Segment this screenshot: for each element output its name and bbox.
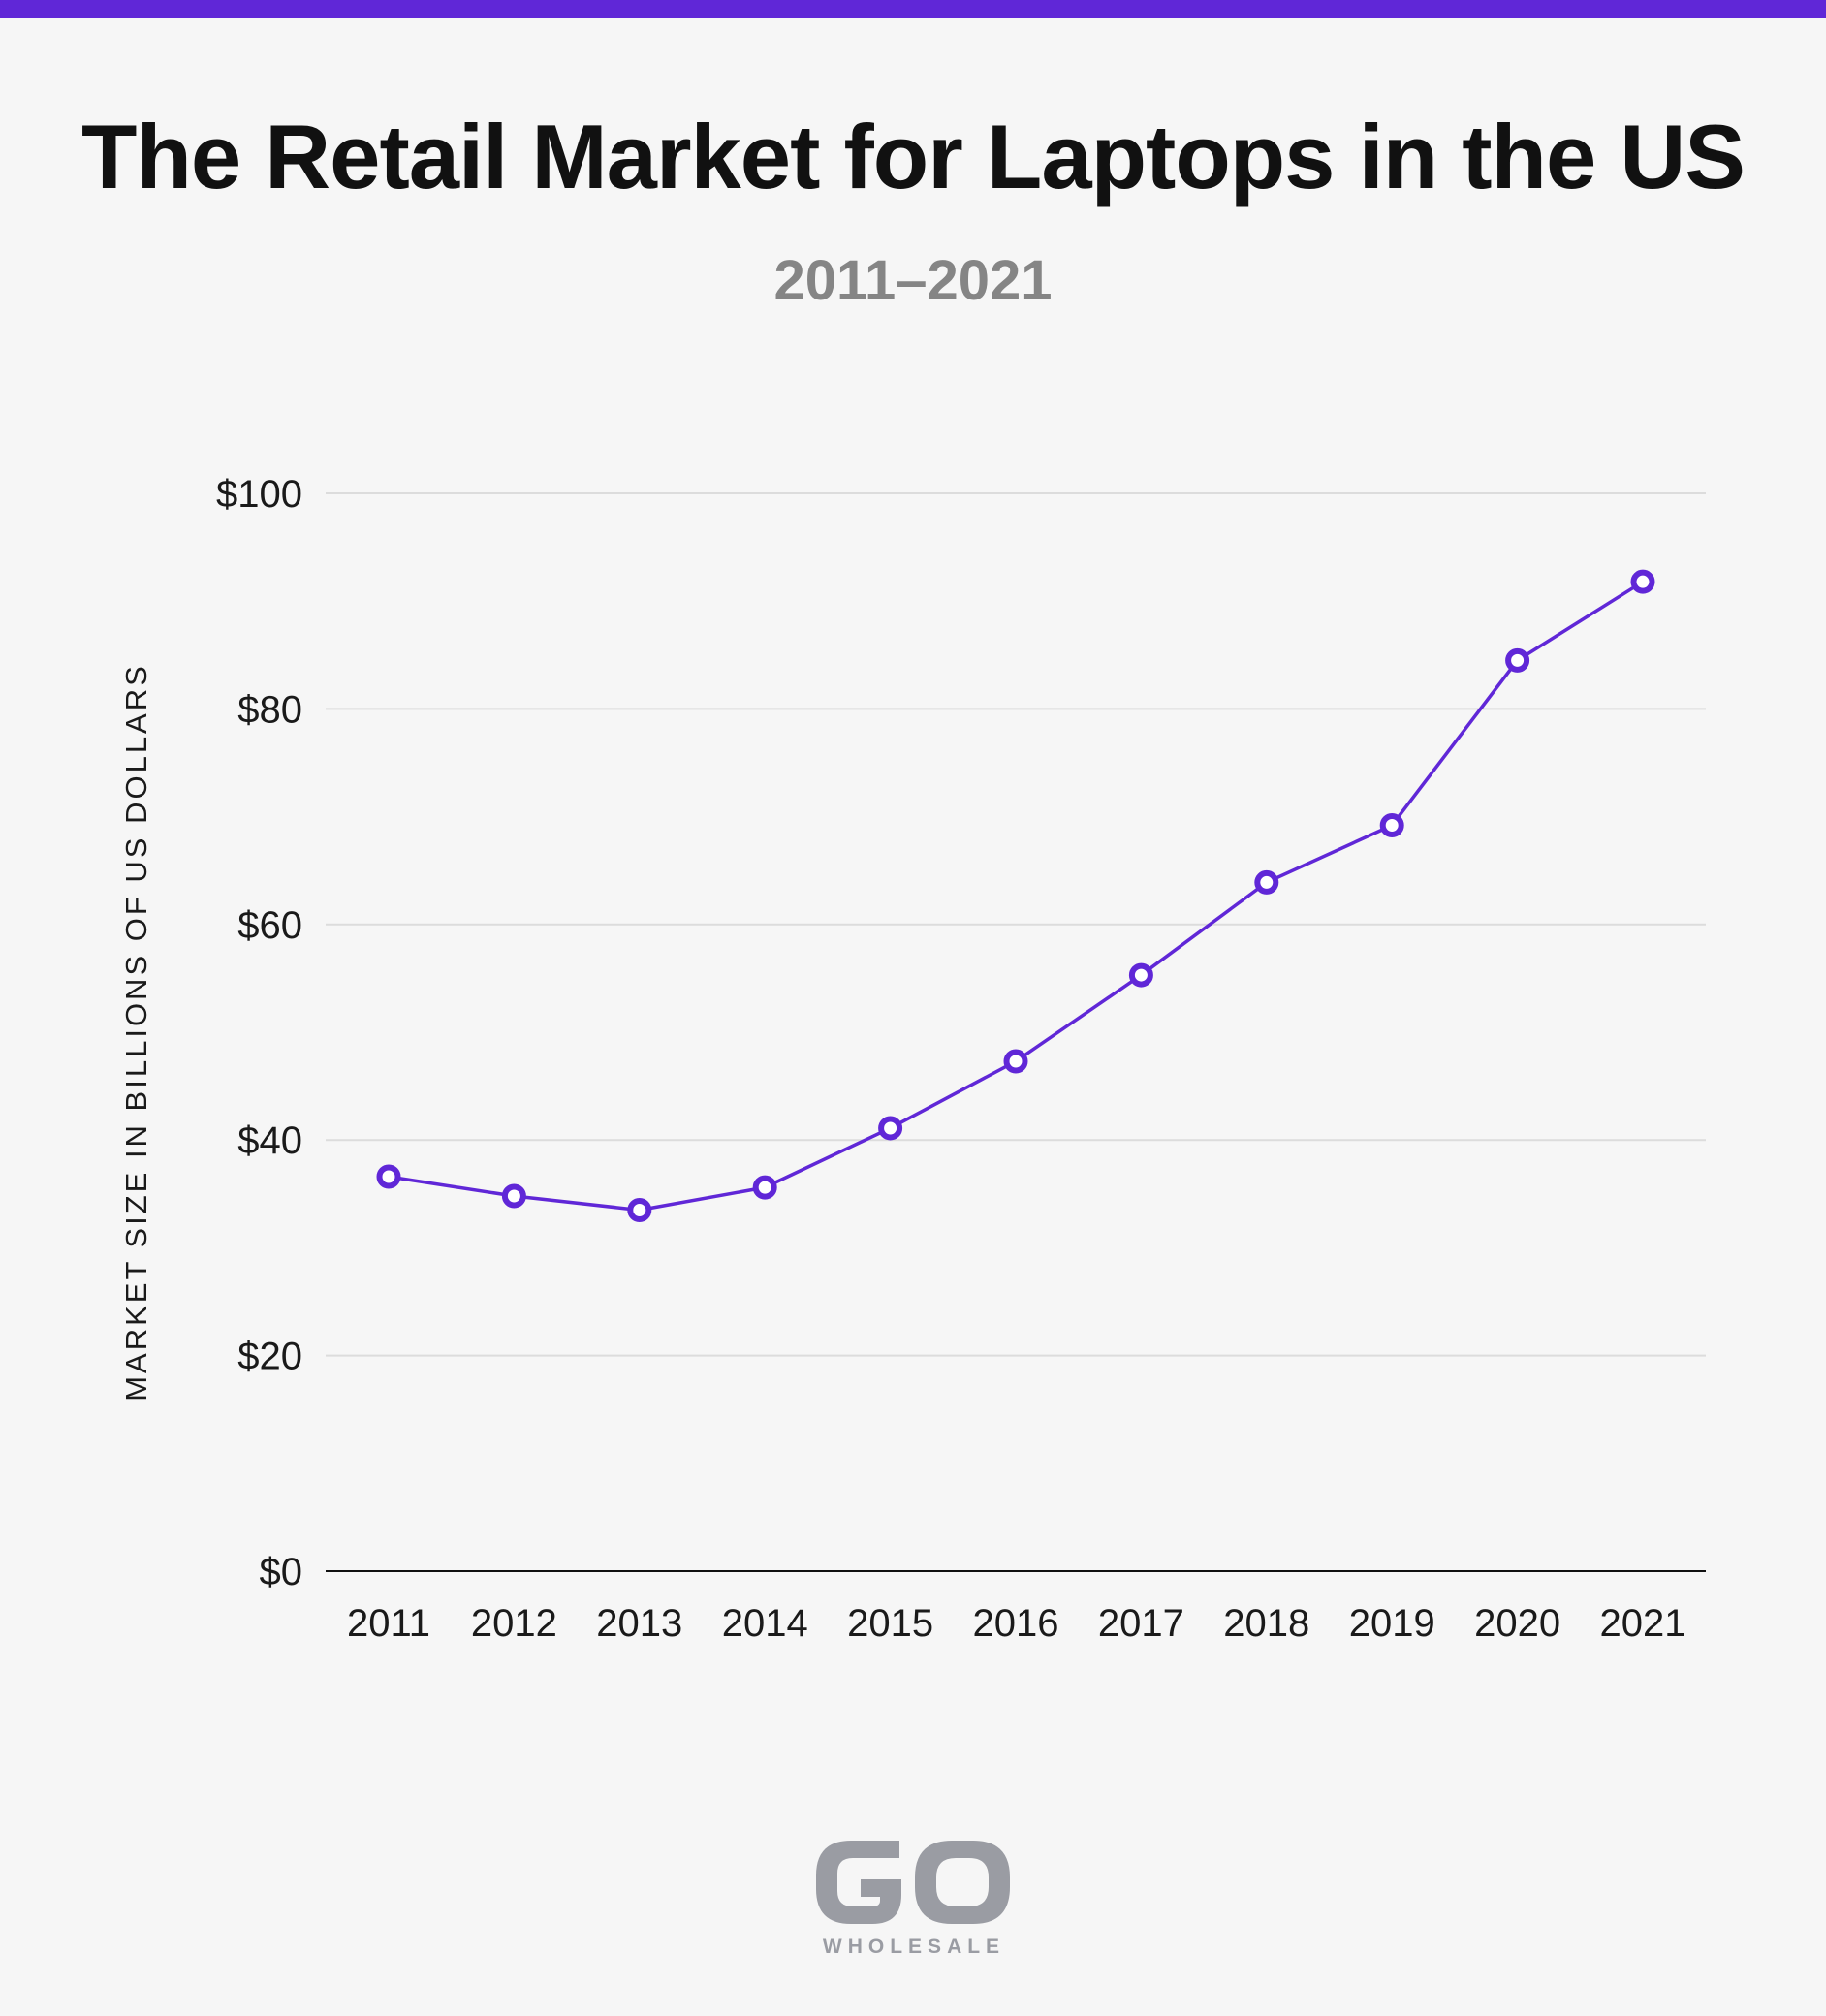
y-tick-label: $80 [237,688,302,731]
x-tick-label: 2013 [596,1602,682,1645]
series-line [388,580,1644,1213]
logo-tagline: WHOLESALE [822,1936,1006,1958]
x-tick-label: 2018 [1223,1602,1309,1645]
data-point [1128,962,1153,988]
y-tick-label: $20 [237,1336,302,1378]
x-tick-label: 2019 [1349,1602,1435,1645]
chart-title: The Retail Market for Laptops in the US [81,106,1746,207]
data-point [1630,569,1655,594]
top-accent-bar [0,0,1826,18]
data-point [1505,647,1530,673]
y-tick-label: $0 [260,1551,303,1593]
y-axis-label: MARKET SIZE IN BILLIONS OF US DOLLARS [119,663,153,1402]
data-point [376,1164,401,1189]
data-point [627,1197,652,1222]
data-point [1003,1049,1028,1074]
y-tick-label: $40 [237,1119,302,1162]
x-tick-label: 2016 [973,1602,1059,1645]
data-point [752,1175,777,1200]
x-tick-label: 2021 [1600,1602,1686,1645]
y-tick-label: $60 [237,904,302,947]
x-tick-label: 2017 [1098,1602,1184,1645]
go-wholesale-logo [816,1841,1010,1924]
data-point [501,1183,526,1209]
chart-subtitle: 2011–2021 [773,249,1053,312]
data-point [1379,812,1404,837]
x-tick-label: 2020 [1474,1602,1560,1645]
data-point [878,1116,903,1141]
data-point [1254,869,1279,895]
x-tick-label: 2011 [347,1602,430,1645]
x-tick-label: 2015 [847,1602,933,1645]
x-tick-label: 2012 [471,1602,557,1645]
y-tick-label: $100 [216,473,302,516]
x-tick-label: 2014 [722,1602,808,1645]
